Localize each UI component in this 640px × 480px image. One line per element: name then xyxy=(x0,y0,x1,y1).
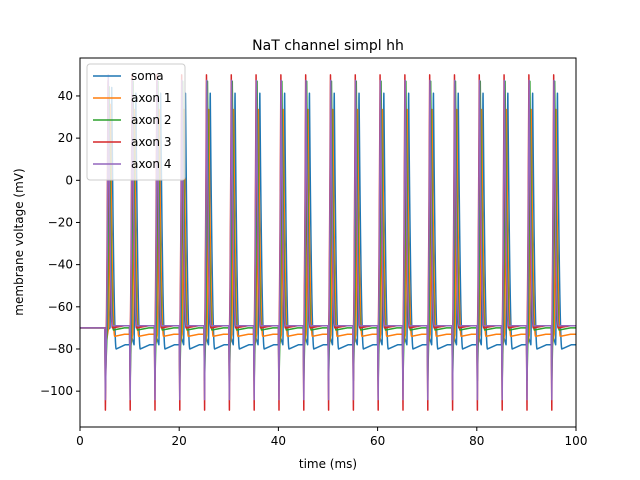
y-tick-label: −40 xyxy=(48,258,73,272)
y-tick-label: −80 xyxy=(48,342,73,356)
x-axis-title: time (ms) xyxy=(299,457,357,471)
legend: soma axon 1 axon 2 axon 3 axon 4 xyxy=(86,63,186,181)
x-tick-label: 100 xyxy=(565,434,588,448)
y-tick-label: 0 xyxy=(65,173,73,187)
x-tick-label: 40 xyxy=(271,434,286,448)
legend-label: axon 1 xyxy=(131,91,171,105)
y-tick-label: −60 xyxy=(48,300,73,314)
legend-label: soma xyxy=(131,69,164,83)
plot-area xyxy=(80,74,576,411)
legend-box xyxy=(86,63,186,181)
y-tick-label: 20 xyxy=(58,131,73,145)
y-tick-label: −100 xyxy=(40,384,73,398)
x-axis: 0 20 40 60 80 100 xyxy=(76,427,587,448)
x-tick-label: 20 xyxy=(172,434,187,448)
legend-label: axon 4 xyxy=(131,157,171,171)
y-tick-label: 40 xyxy=(58,89,73,103)
legend-label: axon 3 xyxy=(131,135,171,149)
y-axis: −100 −80 −60 −40 −20 0 20 40 xyxy=(40,89,80,398)
y-axis-title: membrane voltage (mV) xyxy=(12,168,26,315)
chart-title: NaT channel simpl hh xyxy=(252,38,404,54)
x-tick-label: 80 xyxy=(469,434,484,448)
y-tick-label: −20 xyxy=(48,215,73,229)
x-tick-label: 60 xyxy=(370,434,385,448)
legend-label: axon 2 xyxy=(131,113,171,127)
series-line-axon-4 xyxy=(80,74,576,401)
axes-frame xyxy=(79,57,577,428)
x-tick-label: 0 xyxy=(76,434,84,448)
